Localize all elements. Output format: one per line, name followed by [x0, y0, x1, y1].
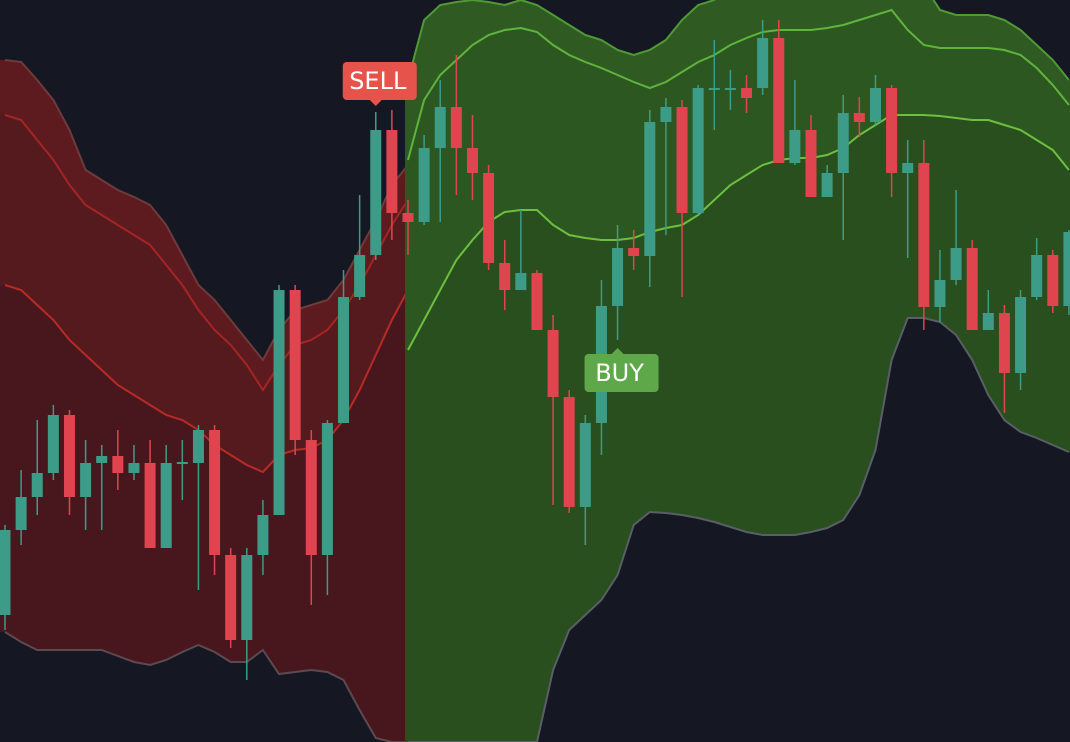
candle-body: [192, 430, 204, 463]
candle-body: [950, 248, 962, 280]
candle-body: [450, 107, 462, 148]
band-group: [405, 0, 1070, 742]
candle-body: [966, 248, 978, 330]
candle-body: [547, 330, 559, 397]
candle-body: [805, 130, 817, 197]
candle-body: [499, 263, 511, 290]
signal: SELL: [342, 62, 417, 106]
band-line: [407, 0, 1070, 81]
candle-body: [1015, 297, 1027, 373]
candle-body: [434, 107, 446, 148]
candle-body: [338, 297, 350, 423]
band-line: [4, 284, 405, 474]
signal-pointer: [611, 348, 624, 354]
candle-body: [1047, 255, 1059, 306]
band-line: [407, 8, 1070, 161]
candle-body: [789, 130, 801, 163]
candle-body: [676, 107, 688, 213]
candle-body: [918, 163, 930, 307]
candle-body: [289, 290, 301, 440]
candle-body: [305, 440, 317, 555]
candle-body: [902, 163, 914, 173]
signal-pointer: [369, 100, 382, 106]
candle-body: [773, 38, 785, 163]
candle-body: [31, 473, 43, 497]
candle-body: [515, 273, 527, 290]
candle-body: [998, 313, 1010, 373]
band-group: [0, 59, 405, 742]
candle-body: [724, 88, 736, 90]
candle-body: [579, 423, 591, 507]
candle-body: [886, 88, 898, 173]
candle-body: [644, 122, 656, 256]
candle-body: [1063, 232, 1070, 306]
band-area: [0, 285, 405, 742]
candle-body: [741, 88, 753, 98]
candle-body: [402, 213, 414, 222]
candle-body: [757, 38, 769, 88]
candle-body: [612, 248, 624, 306]
candle-body: [128, 463, 140, 473]
candle-body: [80, 463, 92, 497]
candle-body: [0, 530, 11, 615]
candle-body: [531, 273, 543, 330]
candle-body: [63, 415, 75, 497]
candle-body: [257, 515, 269, 555]
candle-body: [176, 462, 188, 464]
candle-body: [466, 148, 478, 173]
candle-body: [96, 456, 108, 463]
candle-body: [144, 463, 156, 548]
signal-label: BUY: [595, 359, 644, 387]
candle-body: [241, 555, 253, 640]
candle-body: [209, 430, 221, 555]
candle-body: [386, 130, 398, 213]
signal-label: SELL: [349, 67, 407, 95]
candle-body: [15, 497, 27, 530]
candle-body: [160, 463, 172, 548]
signal: BUY: [584, 348, 659, 392]
candle-body: [692, 88, 704, 213]
candle-body: [47, 415, 59, 473]
candle-body: [321, 423, 333, 555]
candle-body: [112, 456, 124, 473]
band-line: [4, 59, 405, 362]
band-line: [408, 317, 1070, 742]
band-line: [4, 631, 405, 742]
band-line: [407, 114, 1070, 351]
candle-body: [660, 107, 672, 122]
signal-box: [342, 62, 417, 100]
candle-body: [982, 313, 994, 330]
candle-body: [1031, 255, 1043, 297]
candle-body: [273, 290, 285, 515]
candle-body: [934, 280, 946, 307]
candle-body: [869, 88, 881, 122]
candle-body: [225, 555, 237, 640]
candle-body: [370, 130, 382, 255]
candle-body: [354, 255, 366, 297]
candle-body: [418, 148, 430, 222]
candle-body: [853, 113, 865, 122]
candle-body: [837, 113, 849, 173]
signal-box: [584, 354, 659, 392]
candle-body: [628, 248, 640, 256]
candle-body: [708, 88, 720, 90]
candle-body: [563, 397, 575, 507]
candle-body: [483, 173, 495, 263]
band-area: [405, 115, 1070, 742]
candle-body: [821, 173, 833, 197]
